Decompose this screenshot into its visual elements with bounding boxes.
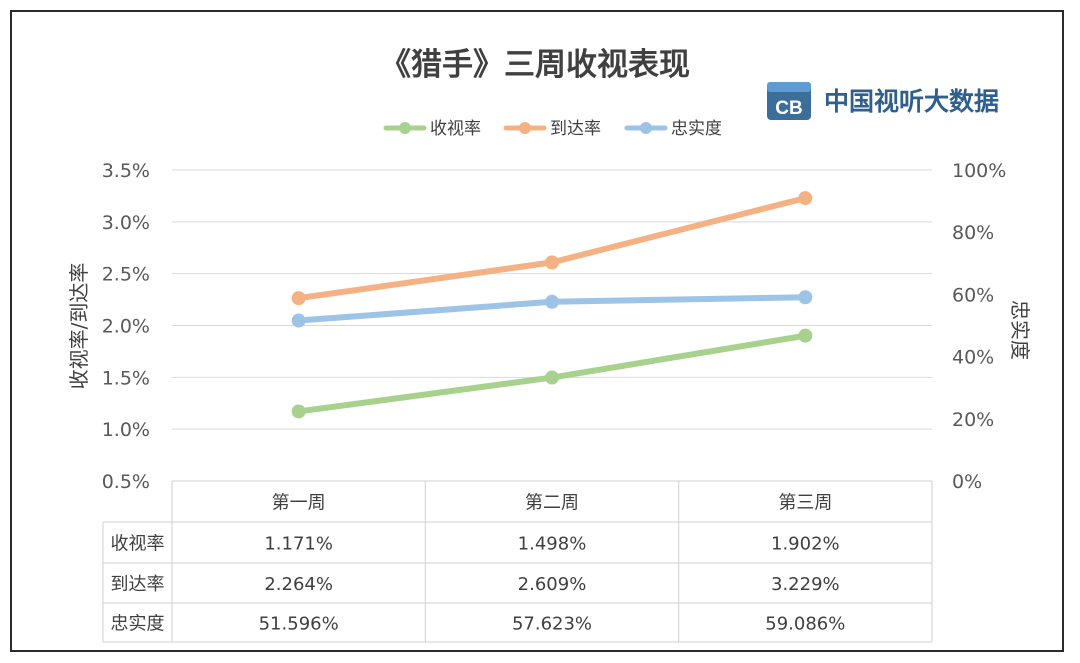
right-axis-ticks: 0% 20% 40% 60% 80% 100% xyxy=(952,160,1006,493)
data-point xyxy=(291,313,306,328)
data-label: 1.498% xyxy=(518,534,587,555)
chart-frame xyxy=(10,10,1064,652)
x-tick-label: 第三周 xyxy=(778,493,832,514)
legend-swatch-marker xyxy=(519,122,531,134)
legend-swatch-marker xyxy=(399,122,411,134)
left-tick-label: 2.5% xyxy=(102,264,150,286)
data-label: 2.264% xyxy=(264,574,333,595)
right-tick-label: 100% xyxy=(952,160,1006,182)
left-tick-label: 3.5% xyxy=(102,160,150,182)
right-tick-label: 20% xyxy=(952,409,994,431)
data-point xyxy=(545,294,559,309)
data-point xyxy=(798,191,813,206)
data-point xyxy=(798,290,813,305)
right-tick-label: 0% xyxy=(952,471,982,493)
brand-logo-letters: CB xyxy=(775,98,802,119)
left-tick-label: 1.5% xyxy=(102,367,150,389)
brand-logo: CB 中国视听大数据 xyxy=(767,82,999,120)
data-label: 59.086% xyxy=(765,614,845,635)
legend-swatch-marker xyxy=(640,122,652,134)
left-tick-label: 2.0% xyxy=(102,316,150,338)
left-tick-label: 3.0% xyxy=(102,212,150,234)
series-lines xyxy=(291,191,813,419)
data-label: 51.596% xyxy=(259,614,339,635)
data-label: 1.171% xyxy=(264,534,333,555)
right-tick-label: 60% xyxy=(952,284,994,306)
legend-label: 收视率 xyxy=(430,119,481,139)
data-point xyxy=(291,291,306,306)
data-point xyxy=(545,370,559,385)
brand-name: 中国视听大数据 xyxy=(824,87,999,116)
legend-label: 忠实度 xyxy=(671,119,722,139)
legend-label: 到达率 xyxy=(550,119,601,139)
table-row-header: 到达率 xyxy=(111,574,165,595)
data-point xyxy=(798,328,813,343)
data-label: 57.623% xyxy=(512,614,592,635)
left-axis-title: 收视率/到达率 xyxy=(67,263,91,390)
data-label: 3.229% xyxy=(771,574,840,595)
right-axis-title: 忠实度 xyxy=(1008,300,1032,360)
data-point xyxy=(545,255,559,270)
left-axis-ticks: 0.5% 1.0% 1.5% 2.0% 2.5% 3.0% 3.5% xyxy=(102,160,150,493)
x-tick-label: 第一周 xyxy=(272,493,326,514)
chart-title: 《猎手》三周收视表现 xyxy=(380,47,690,83)
series-line xyxy=(295,195,809,302)
x-tick-label: 第二周 xyxy=(525,493,579,514)
data-point xyxy=(291,404,306,419)
right-tick-label: 40% xyxy=(952,347,994,369)
table-row-header: 忠实度 xyxy=(111,614,165,635)
left-tick-label: 1.0% xyxy=(102,419,150,441)
left-tick-label: 0.5% xyxy=(102,471,150,493)
brand-logo-icon: CB xyxy=(767,82,811,120)
right-tick-label: 80% xyxy=(952,222,994,244)
data-label: 2.609% xyxy=(518,574,587,595)
grid-lines xyxy=(172,169,932,430)
data-label: 1.902% xyxy=(771,534,840,555)
table-row-header: 收视率 xyxy=(111,534,165,555)
legend: 收视率 到达率 忠实度 xyxy=(383,119,722,139)
